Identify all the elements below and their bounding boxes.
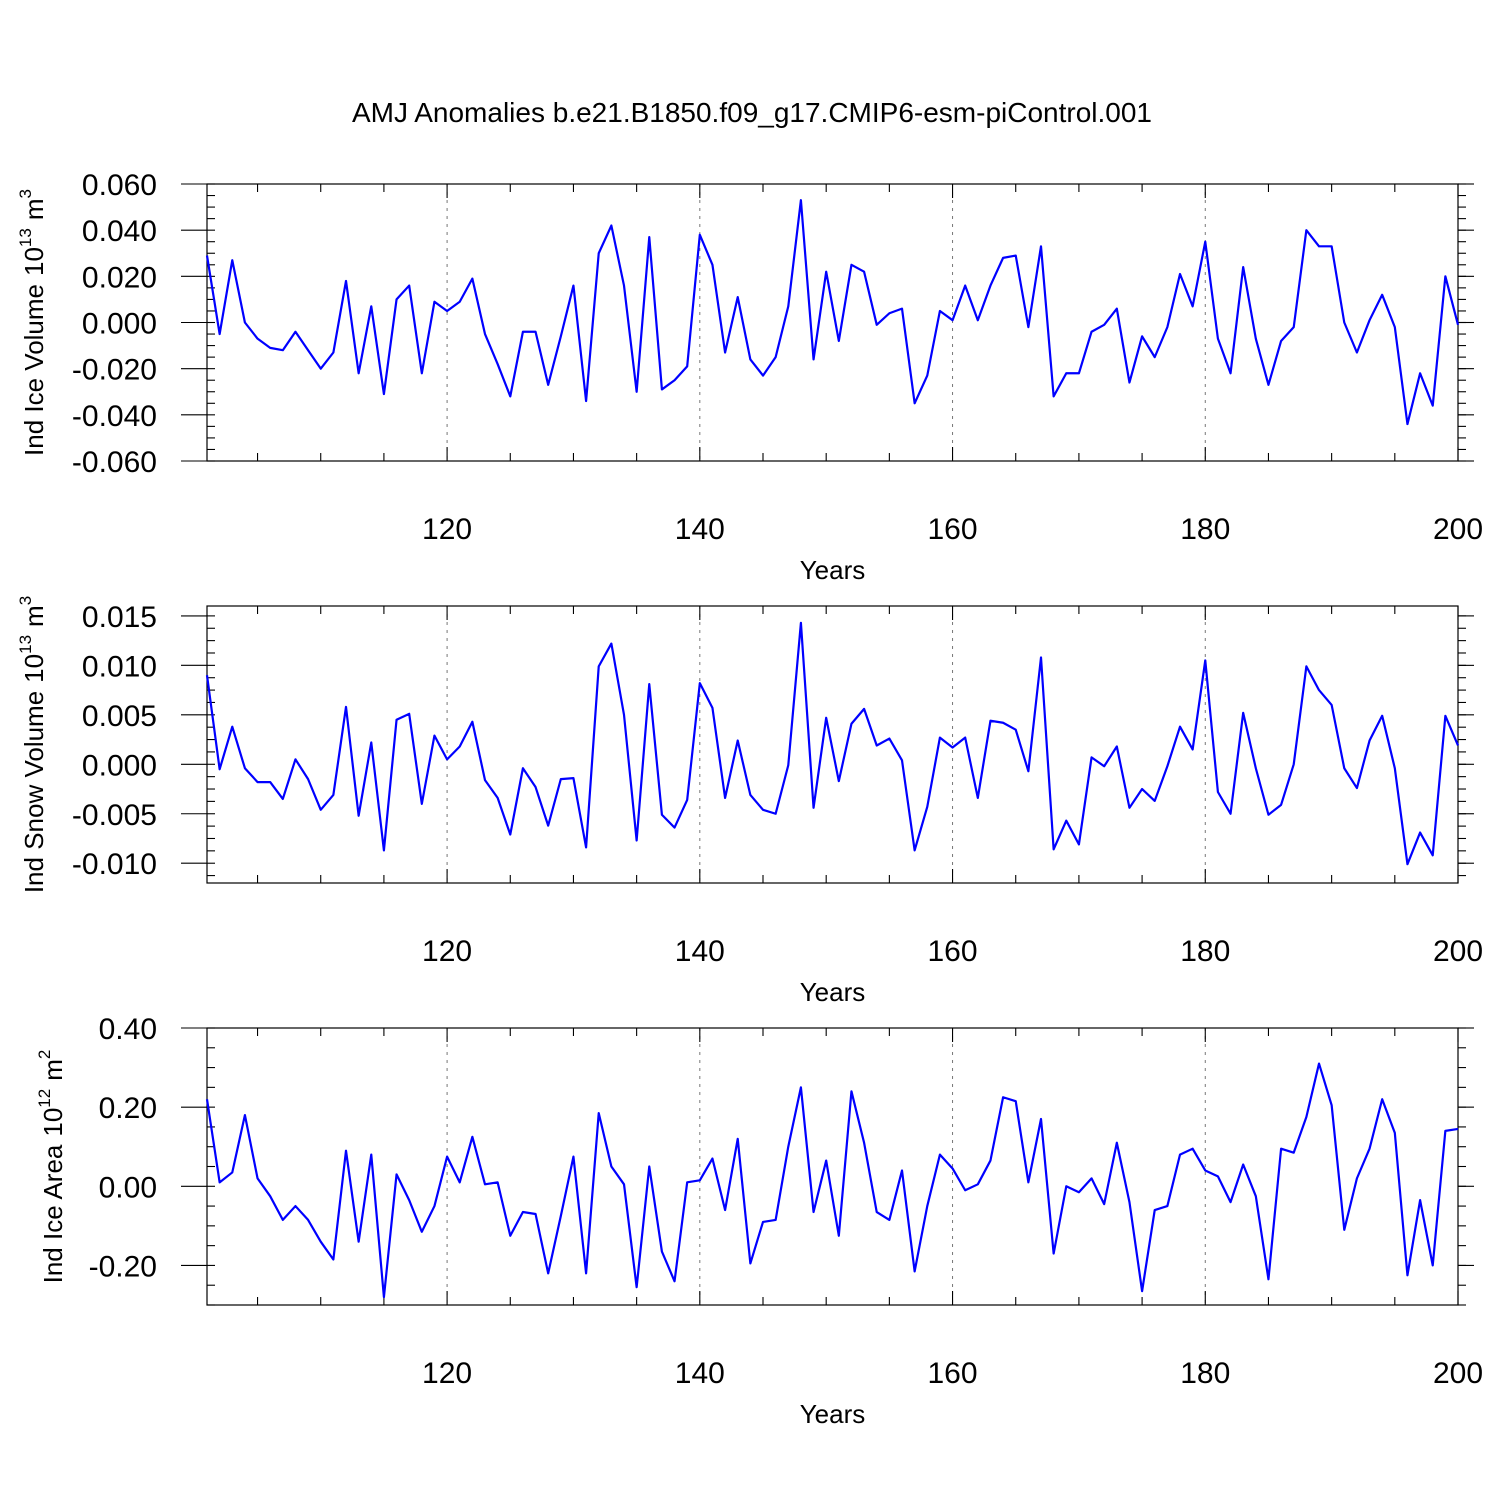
chart-title: AMJ Anomalies b.e21.B1850.f09_g17.CMIP6-… [352, 97, 1152, 128]
y-axis-title-ylabel: Ind Ice Area [38, 1144, 68, 1283]
y-tick-label: 0.000 [82, 749, 157, 782]
y-axis-title-ylabel-unit-exp: 3 [16, 189, 35, 198]
x-tick-label: 180 [1180, 935, 1230, 968]
y-tick-label: -0.010 [72, 848, 157, 881]
x-tick-label: 120 [422, 935, 472, 968]
y-tick-label: 0.060 [82, 169, 157, 202]
y-tick-label: 0.020 [82, 261, 157, 294]
y-axis-title-ylabel-exp: 13 [16, 228, 35, 247]
x-tick-label: 160 [928, 935, 978, 968]
y-tick-label: -0.040 [72, 400, 157, 433]
y-tick-label: -0.005 [72, 799, 157, 832]
plot-frame [206, 183, 1459, 462]
y-axis-title-ylabel-unit: m [19, 605, 49, 627]
x-tick-label: 160 [928, 513, 978, 546]
y-tick-label: -0.020 [72, 354, 157, 387]
y-axis-title-ylabel-unit-exp: 2 [35, 1050, 54, 1059]
x-axis-title: Years [800, 555, 866, 585]
series-line [205, 199, 1460, 426]
y-tick-label: 0.015 [82, 601, 157, 634]
x-axis-title: Years [800, 1399, 866, 1429]
x-tick-label: 160 [928, 1357, 978, 1390]
panel-snow-volume: -0.010 -0.005 0.000 0.005 0.010 0.015 120 140 16… [16, 596, 1483, 1007]
panel-ice-volume: -0.060 -0.040 -0.020 0.000 0.020 0.040 0.060 12… [16, 169, 1483, 585]
y-tick-label: 0.040 [82, 215, 157, 248]
y-axis-title-ylabel: Ind Ice Volume [19, 284, 49, 456]
x-axis-title: Years [800, 977, 866, 1007]
x-tick-label: 180 [1180, 1357, 1230, 1390]
x-tick-label: 200 [1433, 935, 1483, 968]
y-tick-label: 0.000 [82, 308, 157, 341]
x-tick-label: 140 [675, 1357, 725, 1390]
y-tick-label: 0.40 [99, 1013, 157, 1046]
x-tick-label: 200 [1433, 1357, 1483, 1390]
y-axis-title-ylabel-power: 10 [19, 247, 49, 276]
y-axis-title-ylabel: Ind Snow Volume [19, 691, 49, 893]
y-axis-title-ylabel-exp: 13 [16, 635, 35, 654]
x-tick-label: 120 [422, 1357, 472, 1390]
y-tick-label: -0.20 [89, 1250, 157, 1283]
y-axis-title: Ind Snow Volume 1013 m3 [16, 596, 49, 893]
y-axis-title: Ind Ice Volume 1013 m3 [16, 189, 49, 456]
y-tick-label: 0.005 [82, 700, 157, 733]
series-line [205, 621, 1460, 866]
x-tick-label: 140 [675, 513, 725, 546]
y-tick-label: 0.20 [99, 1092, 157, 1125]
x-tick-label: 200 [1433, 513, 1483, 546]
series-line [205, 1062, 1459, 1299]
y-tick-label: 0.010 [82, 650, 157, 683]
chart-panels: -0.060 -0.040 -0.020 0.000 0.020 0.040 0.060 12… [16, 169, 1483, 1429]
y-axis-title-ylabel-power: 10 [19, 654, 49, 683]
x-tick-label: 140 [675, 935, 725, 968]
y-tick-label: 0.00 [99, 1171, 157, 1204]
y-axis-title-ylabel-unit-exp: 3 [16, 596, 35, 605]
y-tick-label: -0.060 [72, 446, 157, 479]
y-axis-title-ylabel-exp: 12 [35, 1089, 54, 1108]
panel-ice-area: -0.20 0.00 0.20 0.40 120 140 160 180 200 Years Ind… [35, 1013, 1483, 1429]
y-axis-title: Ind Ice Area 1012 m2 [35, 1050, 68, 1284]
x-tick-label: 180 [1180, 513, 1230, 546]
x-tick-label: 120 [422, 513, 472, 546]
y-axis-title-ylabel-unit: m [19, 198, 49, 220]
y-axis-title-ylabel-unit: m [38, 1059, 68, 1081]
y-axis-title-ylabel-power: 10 [38, 1108, 68, 1137]
